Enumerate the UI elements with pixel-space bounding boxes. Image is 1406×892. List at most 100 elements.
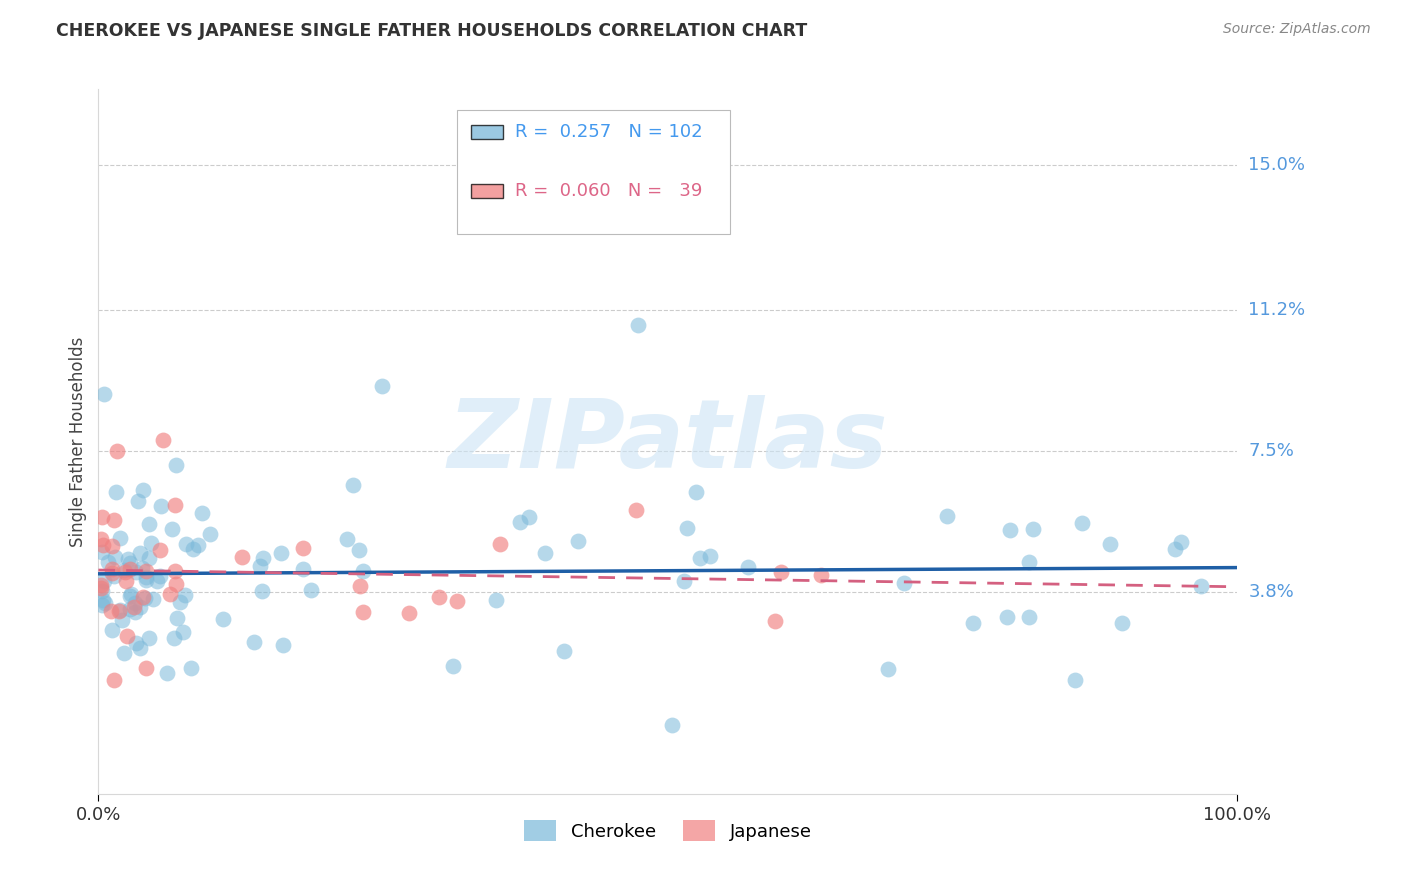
Point	[349, 579, 371, 593]
Point	[1098, 537, 1121, 551]
Point	[172, 625, 194, 640]
Point	[94, 596, 117, 610]
Point	[118, 562, 141, 576]
Point	[485, 593, 508, 607]
Point	[347, 542, 370, 557]
Point	[91, 583, 114, 598]
Point	[159, 587, 181, 601]
Point	[737, 560, 759, 574]
Point	[661, 718, 683, 732]
Point	[97, 555, 120, 569]
Point	[1070, 516, 1092, 530]
Point	[125, 566, 148, 580]
Point	[174, 588, 197, 602]
Point	[104, 550, 127, 565]
Point	[567, 533, 589, 548]
Point	[270, 546, 292, 560]
Point	[90, 545, 112, 559]
Point	[180, 660, 202, 674]
Point	[231, 549, 253, 564]
Point	[135, 573, 157, 587]
Point	[103, 568, 125, 582]
Point	[93, 574, 115, 588]
Point	[765, 614, 787, 628]
Text: 15.0%: 15.0%	[1249, 156, 1305, 174]
Point	[1111, 616, 1133, 631]
Point	[141, 536, 163, 550]
Point	[120, 602, 142, 616]
Point	[132, 591, 155, 605]
Point	[101, 562, 124, 576]
Point	[699, 549, 721, 564]
Point	[252, 584, 274, 599]
Point	[181, 541, 204, 556]
Point	[149, 569, 172, 583]
Point	[105, 444, 128, 458]
Point	[169, 595, 191, 609]
Point	[128, 545, 150, 559]
Point	[252, 551, 274, 566]
Point	[150, 499, 173, 513]
Text: R =  0.257   N = 102: R = 0.257 N = 102	[515, 122, 703, 141]
Point	[145, 574, 167, 588]
Point	[489, 537, 512, 551]
Point	[995, 610, 1018, 624]
Point	[626, 318, 648, 333]
FancyBboxPatch shape	[457, 111, 731, 234]
Legend: Cherokee, Japanese: Cherokee, Japanese	[516, 813, 820, 848]
Point	[174, 536, 197, 550]
Point	[876, 662, 898, 676]
Point	[936, 509, 959, 524]
Point	[103, 513, 125, 527]
Point	[90, 533, 112, 547]
Point	[342, 477, 364, 491]
Point	[211, 612, 233, 626]
Point	[553, 644, 575, 658]
Point	[124, 605, 146, 619]
Point	[114, 565, 136, 579]
Point	[134, 591, 156, 605]
Point	[299, 583, 322, 598]
Point	[673, 574, 696, 589]
Point	[138, 551, 160, 566]
Point	[1063, 673, 1085, 687]
Point	[165, 458, 187, 472]
Point	[115, 574, 138, 588]
Point	[962, 615, 984, 630]
Point	[100, 604, 122, 618]
Text: R =  0.060   N =   39: R = 0.060 N = 39	[515, 183, 702, 201]
Point	[118, 556, 141, 570]
Point	[103, 673, 125, 687]
Point	[292, 541, 315, 555]
Point	[624, 503, 647, 517]
Point	[810, 568, 832, 582]
Point	[149, 542, 172, 557]
FancyBboxPatch shape	[471, 185, 503, 198]
Point	[1022, 522, 1045, 536]
Point	[101, 623, 124, 637]
Point	[135, 570, 157, 584]
Point	[292, 562, 315, 576]
Point	[446, 593, 468, 607]
Point	[101, 566, 124, 581]
Text: 3.8%: 3.8%	[1249, 583, 1294, 601]
Point	[111, 613, 134, 627]
Point	[131, 560, 153, 574]
Point	[112, 646, 135, 660]
Point	[271, 638, 294, 652]
Point	[243, 635, 266, 649]
Point	[91, 538, 114, 552]
Point	[1170, 535, 1192, 549]
Point	[163, 565, 186, 579]
Point	[163, 631, 186, 645]
Text: 11.2%: 11.2%	[1249, 301, 1306, 319]
Point	[124, 596, 146, 610]
FancyBboxPatch shape	[471, 125, 503, 138]
Point	[352, 564, 374, 578]
Point	[125, 636, 148, 650]
Point	[152, 433, 174, 447]
Point	[198, 526, 221, 541]
Point	[132, 483, 155, 498]
Point	[118, 589, 141, 603]
Point	[93, 387, 115, 401]
